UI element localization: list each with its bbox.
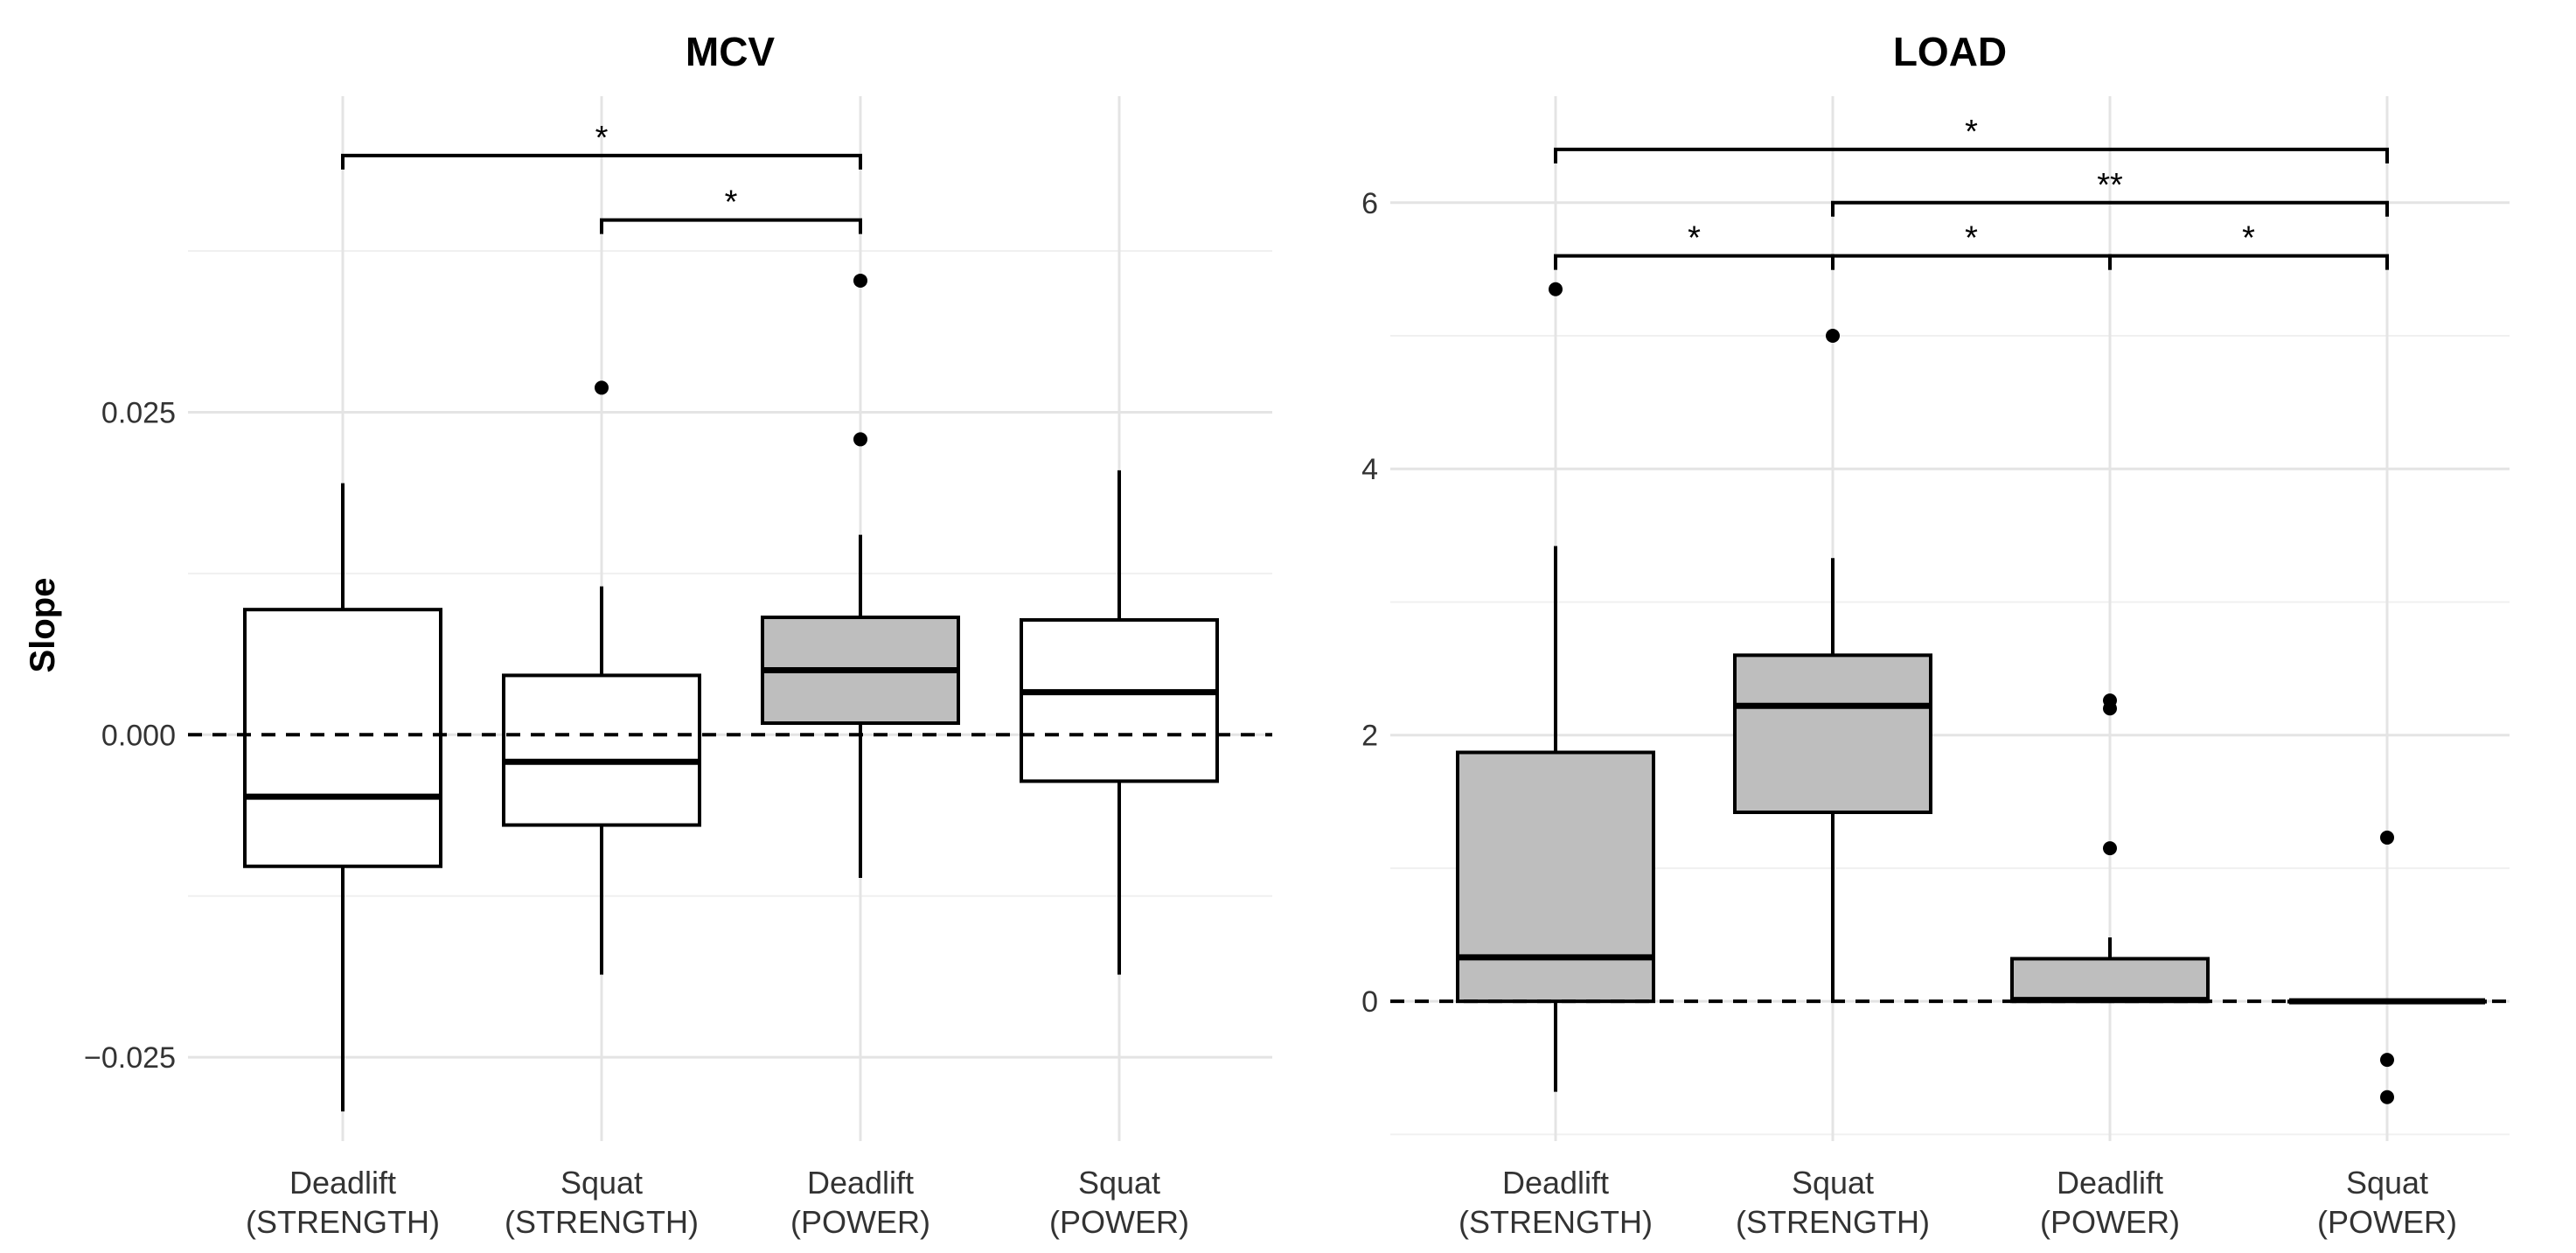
outlier-point xyxy=(595,380,609,395)
y-tick-label: 0.025 xyxy=(101,396,176,429)
significance-label: * xyxy=(1965,220,1978,257)
panel-title: MCV xyxy=(686,29,776,74)
x-tick-label: Squat xyxy=(1792,1165,1874,1201)
x-tick-label-sub: (STRENGTH) xyxy=(1736,1204,1930,1240)
panels: −0.0250.0000.025Deadlift(STRENGTH)Squat(… xyxy=(84,29,2510,1240)
box-1 xyxy=(1733,329,1932,1002)
y-tick-label: 0.000 xyxy=(101,719,176,752)
x-tick-label: Deadlift xyxy=(289,1165,396,1201)
x-tick-label-sub: (POWER) xyxy=(790,1204,930,1240)
significance-label: * xyxy=(1688,220,1701,257)
significance-label: * xyxy=(725,184,738,221)
significance-label: * xyxy=(595,120,609,157)
box-3 xyxy=(1020,470,1219,975)
significance-bracket xyxy=(341,153,862,170)
box-iqr xyxy=(502,673,701,827)
x-tick-label: Squat xyxy=(1078,1165,1160,1201)
outlier-point xyxy=(853,432,867,447)
significance-label: * xyxy=(2242,220,2255,257)
significance-bracket xyxy=(600,218,862,234)
outlier-point xyxy=(2380,830,2394,845)
y-axis-label: Slope xyxy=(24,578,62,673)
box-iqr xyxy=(243,608,442,868)
outlier-point xyxy=(2380,1089,2394,1104)
x-tick-label-sub: (STRENGTH) xyxy=(246,1204,440,1240)
outlier-point xyxy=(1549,282,1563,296)
panel-load: 0246Deadlift(STRENGTH)Squat(STRENGTH)Dea… xyxy=(1361,29,2510,1240)
y-tick-label: 6 xyxy=(1361,187,1378,220)
box-iqr xyxy=(1020,617,1219,783)
box-0 xyxy=(243,483,442,1112)
significance-label: ** xyxy=(2097,167,2123,204)
x-tick-label-sub: (STRENGTH) xyxy=(505,1204,699,1240)
x-tick-label-sub: (STRENGTH) xyxy=(1459,1204,1653,1240)
outlier-point xyxy=(2380,1053,2394,1068)
significance-bracket xyxy=(1554,147,2389,164)
outlier-point xyxy=(2103,841,2117,856)
x-tick-label: Squat xyxy=(560,1165,643,1201)
box-iqr xyxy=(1456,750,1655,1004)
box-0 xyxy=(1456,282,1655,1092)
box-1 xyxy=(502,380,701,975)
significance-label: * xyxy=(1965,114,1978,150)
significance-bracket xyxy=(2108,254,2389,270)
significance-bracket xyxy=(1554,254,1835,270)
y-tick-label: 2 xyxy=(1361,720,1378,753)
x-tick-label: Squat xyxy=(2346,1165,2428,1201)
y-tick-label: 0 xyxy=(1361,985,1378,1019)
panel-title: LOAD xyxy=(1893,29,2007,74)
x-tick-label-sub: (POWER) xyxy=(1049,1204,1189,1240)
x-tick-label: Deadlift xyxy=(1502,1165,1609,1201)
x-tick-label-sub: (POWER) xyxy=(2317,1204,2457,1240)
y-tick-label: −0.025 xyxy=(84,1041,176,1075)
panel-mcv: −0.0250.0000.025Deadlift(STRENGTH)Squat(… xyxy=(84,29,1272,1240)
outlier-point xyxy=(853,273,867,288)
outlier-point xyxy=(2103,701,2117,716)
x-tick-label: Deadlift xyxy=(807,1165,914,1201)
x-tick-label-sub: (POWER) xyxy=(2040,1204,2180,1240)
box-2 xyxy=(761,273,960,879)
box-iqr xyxy=(1733,653,1932,814)
outlier-point xyxy=(1826,329,1840,344)
significance-bracket xyxy=(1831,254,2112,270)
x-tick-label: Deadlift xyxy=(2057,1165,2163,1201)
significance-bracket xyxy=(1831,200,2389,217)
box-iqr xyxy=(2010,957,2210,1004)
y-tick-label: 4 xyxy=(1361,453,1378,486)
